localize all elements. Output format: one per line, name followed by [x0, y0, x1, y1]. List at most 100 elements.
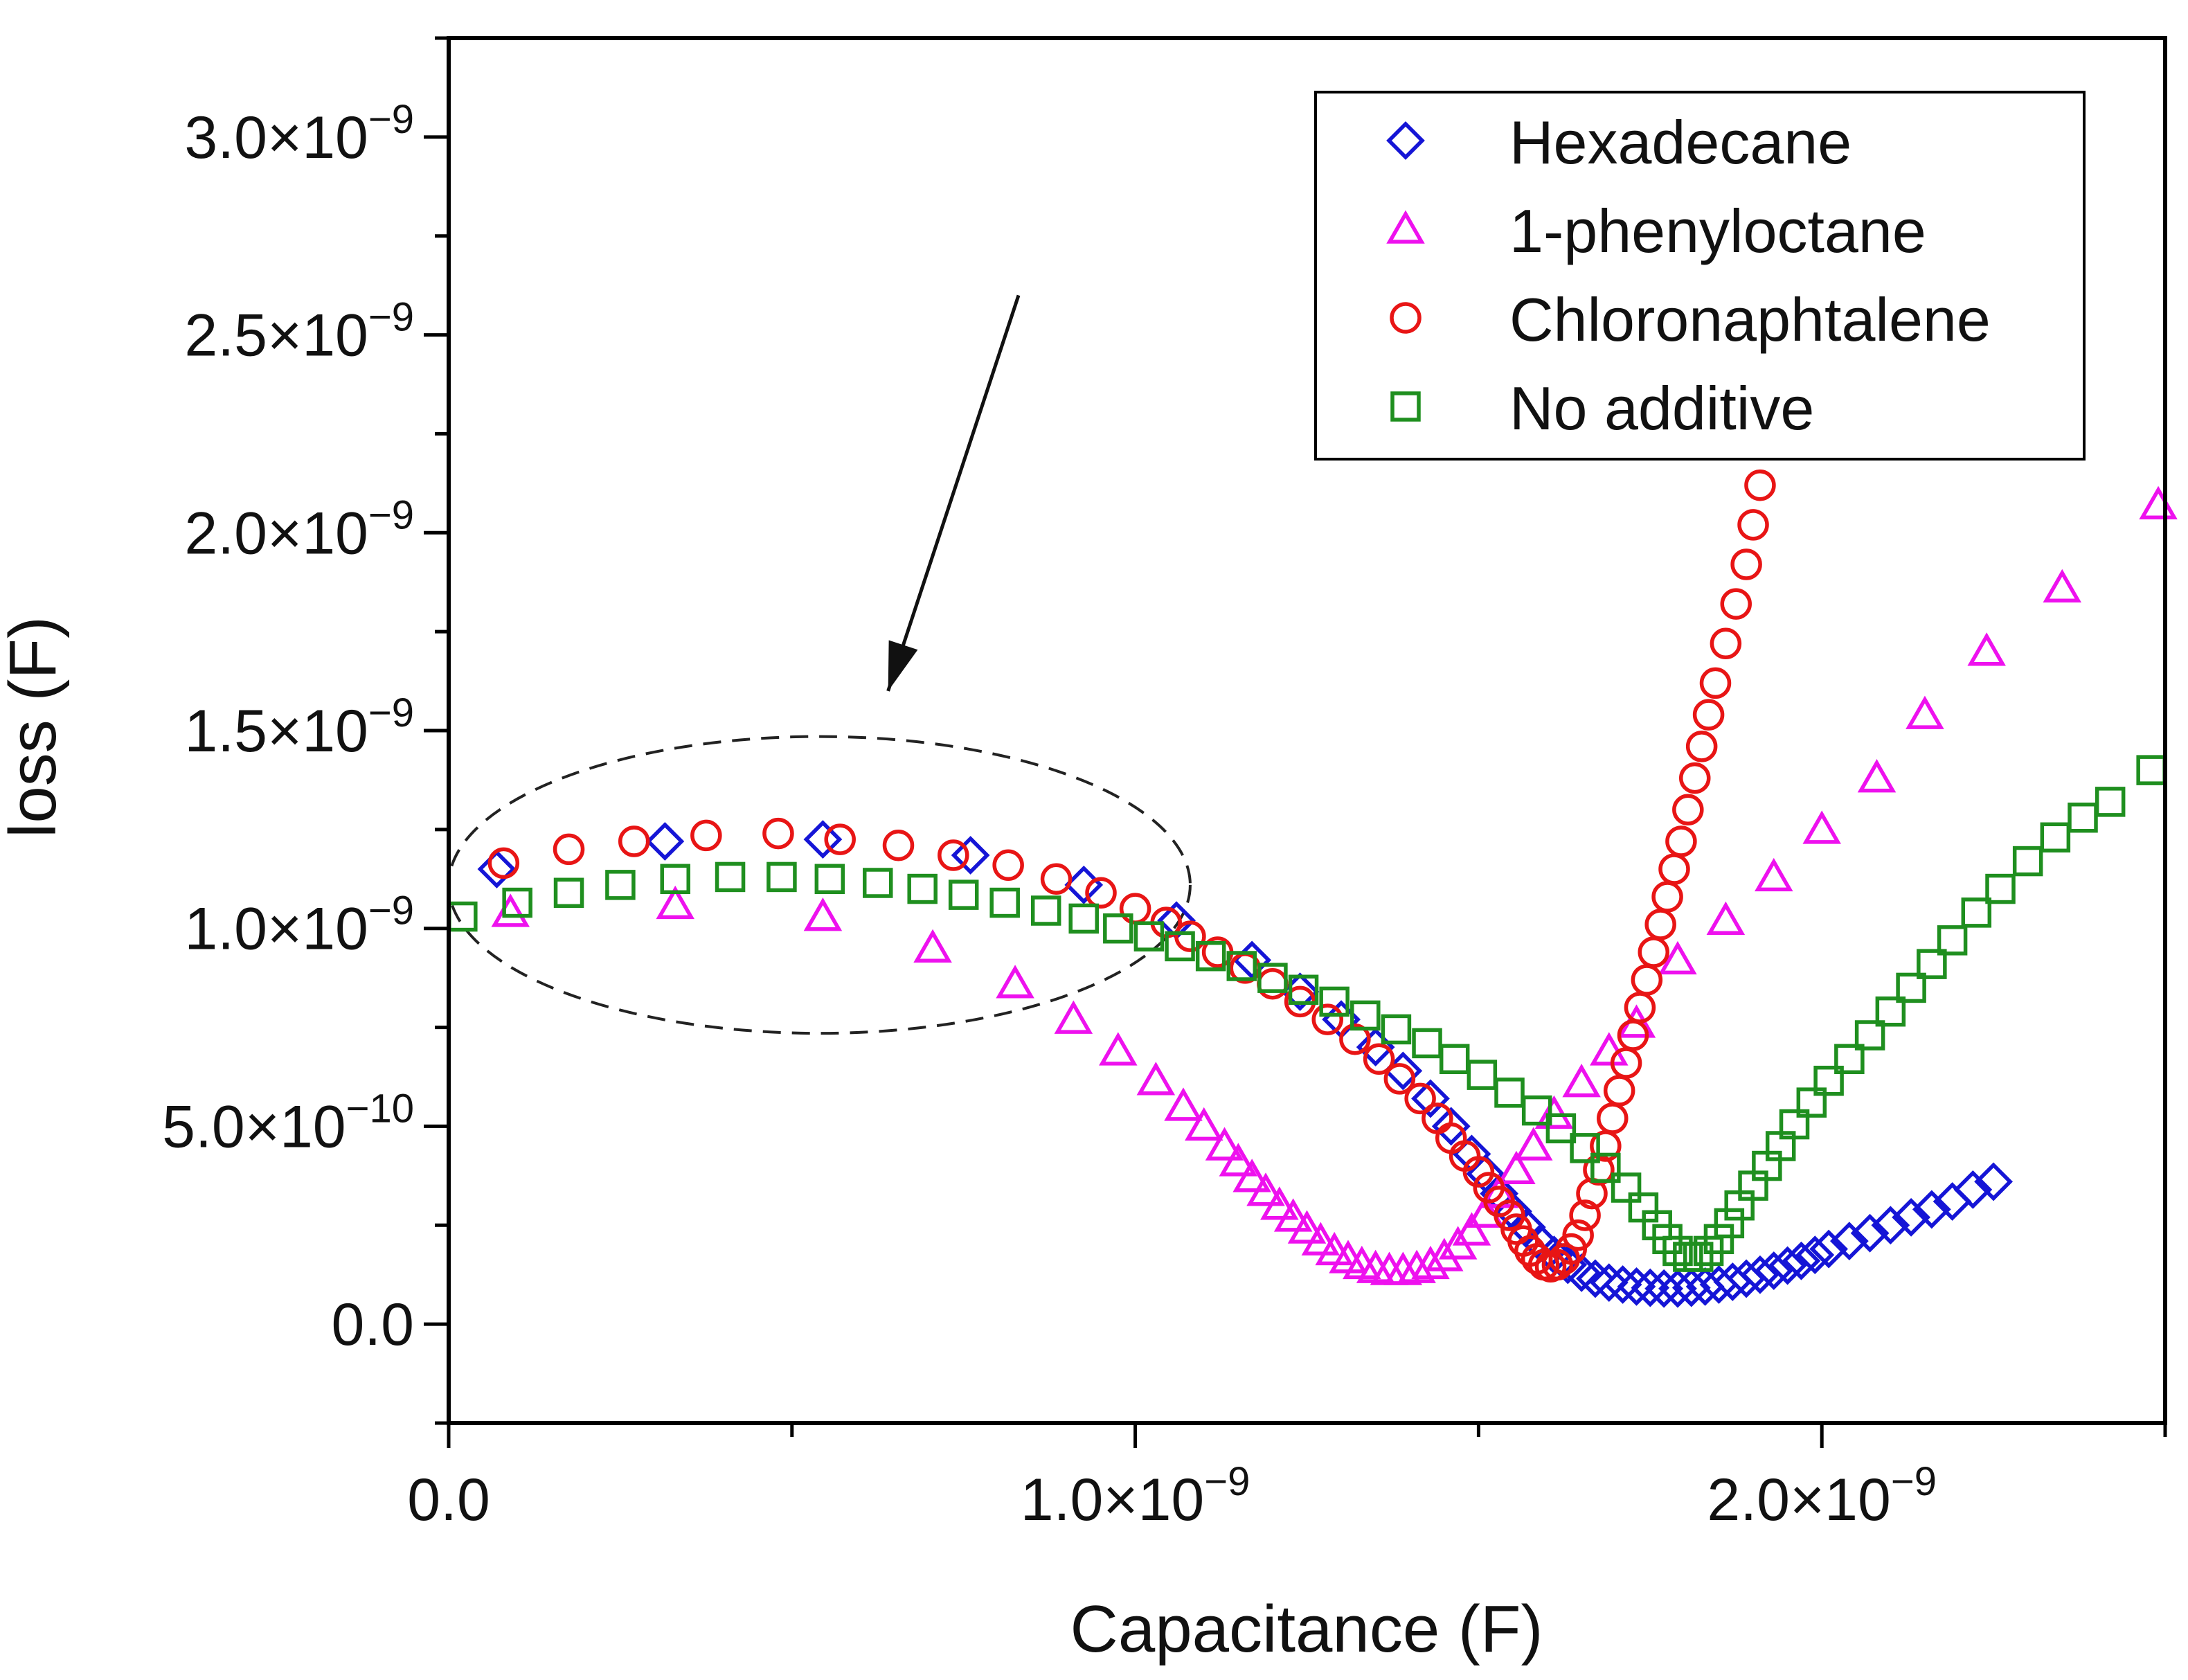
point-no-additive [2136, 755, 2167, 785]
point-no-additive [1937, 925, 1968, 956]
y-tick-label: 0.0 [331, 1292, 414, 1358]
point-chloronaphtalene [1730, 548, 1762, 580]
point-1-phenyloctane [1260, 1186, 1299, 1220]
point-1-phenyloctane [1534, 1095, 1574, 1129]
point-no-additive [2095, 787, 2126, 817]
point-hexadecane [1829, 1222, 1869, 1261]
point-no-additive [1813, 1065, 1844, 1096]
point-chloronaphtalene [762, 817, 794, 850]
y-tick-label: 1.0×10−9 [184, 888, 414, 963]
point-no-additive [1226, 951, 1257, 981]
point-no-additive [1834, 1044, 1865, 1075]
point-hexadecane [477, 850, 517, 888]
x-axis-title: Capacitance (F) [1070, 1592, 1543, 1666]
point-hexadecane [1974, 1162, 2013, 1201]
point-no-additive [2040, 822, 2071, 853]
point-1-phenyloctane [1301, 1222, 1340, 1255]
point-no-additive [1319, 986, 1349, 1017]
x-tick-label: 2.0×10−9 [1707, 1459, 1937, 1533]
point-1-phenyloctane [1590, 1032, 1629, 1066]
point-1-phenyloctane [1054, 1000, 1093, 1034]
point-no-additive [553, 877, 584, 909]
point-1-phenyloctane [1905, 695, 1944, 729]
point-no-additive [1133, 921, 1165, 951]
point-no-additive [766, 861, 797, 893]
point-1-phenyloctane [1562, 1064, 1601, 1098]
point-1-phenyloctane [1099, 1032, 1138, 1066]
legend-marker-no-additive [1390, 391, 1421, 422]
point-no-additive [1195, 940, 1226, 972]
annotation-arrow-shaft [886, 294, 1021, 692]
point-no-additive [1796, 1087, 1827, 1118]
legend-label-hexadecane: Hexadecane [1509, 108, 1851, 177]
point-no-additive [1068, 903, 1099, 934]
highlight-ellipse [447, 735, 1192, 1035]
point-1-phenyloctane [491, 893, 530, 927]
point-no-additive [1714, 1208, 1745, 1239]
point-chloronaphtalene [1363, 1043, 1395, 1075]
point-chloronaphtalene [1644, 909, 1676, 940]
point-no-additive [1875, 996, 1906, 1027]
point-1-phenyloctane [1185, 1107, 1223, 1141]
point-1-phenyloctane [803, 897, 843, 931]
point-no-additive [1467, 1060, 1498, 1090]
point-chloronaphtalene [1040, 863, 1073, 895]
y-tick-label: 2.0×10−9 [184, 492, 414, 566]
point-hexadecane [1617, 1267, 1656, 1306]
point-hexadecane [1741, 1255, 1779, 1294]
point-1-phenyloctane [1857, 759, 1896, 793]
y-tick-label: 3.0×10−9 [184, 97, 414, 171]
point-no-additive [1030, 895, 1061, 926]
point-1-phenyloctane [996, 965, 1034, 999]
point-no-additive [814, 864, 845, 895]
axes-layer: 0.0 1.0×10−9 2.0×10−9 0.0 5.0×10−10 1.0×10−9 1… [162, 36, 2167, 1533]
point-hexadecane [1809, 1229, 1849, 1269]
legend-label-chloronaphtalene: Chloronaphtalene [1509, 285, 1991, 354]
point-chloronaphtalene [618, 825, 650, 857]
point-chloronaphtalene [1744, 469, 1776, 501]
legend-label-no-additive: No additive [1509, 374, 1814, 443]
point-no-additive [1854, 1020, 1885, 1051]
point-no-additive [1257, 963, 1288, 993]
point-hexadecane [1631, 1268, 1670, 1307]
point-no-additive [1570, 1133, 1600, 1163]
point-1-phenyloctane [1273, 1198, 1313, 1232]
point-chloronaphtalene [1658, 853, 1690, 885]
series-layer [447, 469, 2178, 1308]
point-hexadecane [1576, 1259, 1615, 1298]
point-chloronaphtalene [1692, 699, 1725, 731]
point-no-additive [1917, 949, 1947, 979]
point-1-phenyloctane [1219, 1143, 1258, 1177]
point-no-additive [660, 864, 690, 895]
point-1-phenyloctane [1802, 810, 1841, 844]
point-chloronaphtalene [1603, 1075, 1635, 1107]
point-no-additive [1494, 1078, 1525, 1108]
point-chloronaphtalene [1679, 762, 1711, 794]
point-chloronaphtalene [1737, 509, 1769, 541]
point-no-additive [1350, 1000, 1381, 1031]
point-hexadecane [1912, 1190, 1951, 1229]
point-chloronaphtalene [1699, 667, 1732, 699]
legend-box [1314, 91, 2086, 461]
point-no-additive [1961, 897, 1992, 928]
point-chloronaphtalene [1562, 1219, 1594, 1251]
point-chloronaphtalene [824, 823, 856, 855]
annotations-layer [447, 294, 1192, 1035]
y-axis-title: loss (F) [0, 616, 70, 838]
point-hexadecane [1754, 1251, 1793, 1290]
point-chloronaphtalene [553, 833, 585, 866]
point-1-phenyloctane [1383, 1251, 1423, 1285]
point-1-phenyloctane [1425, 1237, 1464, 1271]
point-hexadecane [1411, 1079, 1450, 1118]
series-no-additive [447, 755, 2167, 1272]
point-1-phenyloctane [1136, 1062, 1176, 1096]
point-hexadecane [1768, 1246, 1807, 1285]
point-no-additive [1165, 931, 1195, 962]
point-no-additive [1611, 1172, 1642, 1203]
point-chloronaphtalene [1339, 1023, 1371, 1055]
legend-marker-hexadecane [1386, 121, 1425, 160]
series-hexadecane [477, 820, 2013, 1308]
point-1-phenyloctane [1164, 1087, 1203, 1121]
point-chloronaphtalene [1435, 1122, 1467, 1154]
